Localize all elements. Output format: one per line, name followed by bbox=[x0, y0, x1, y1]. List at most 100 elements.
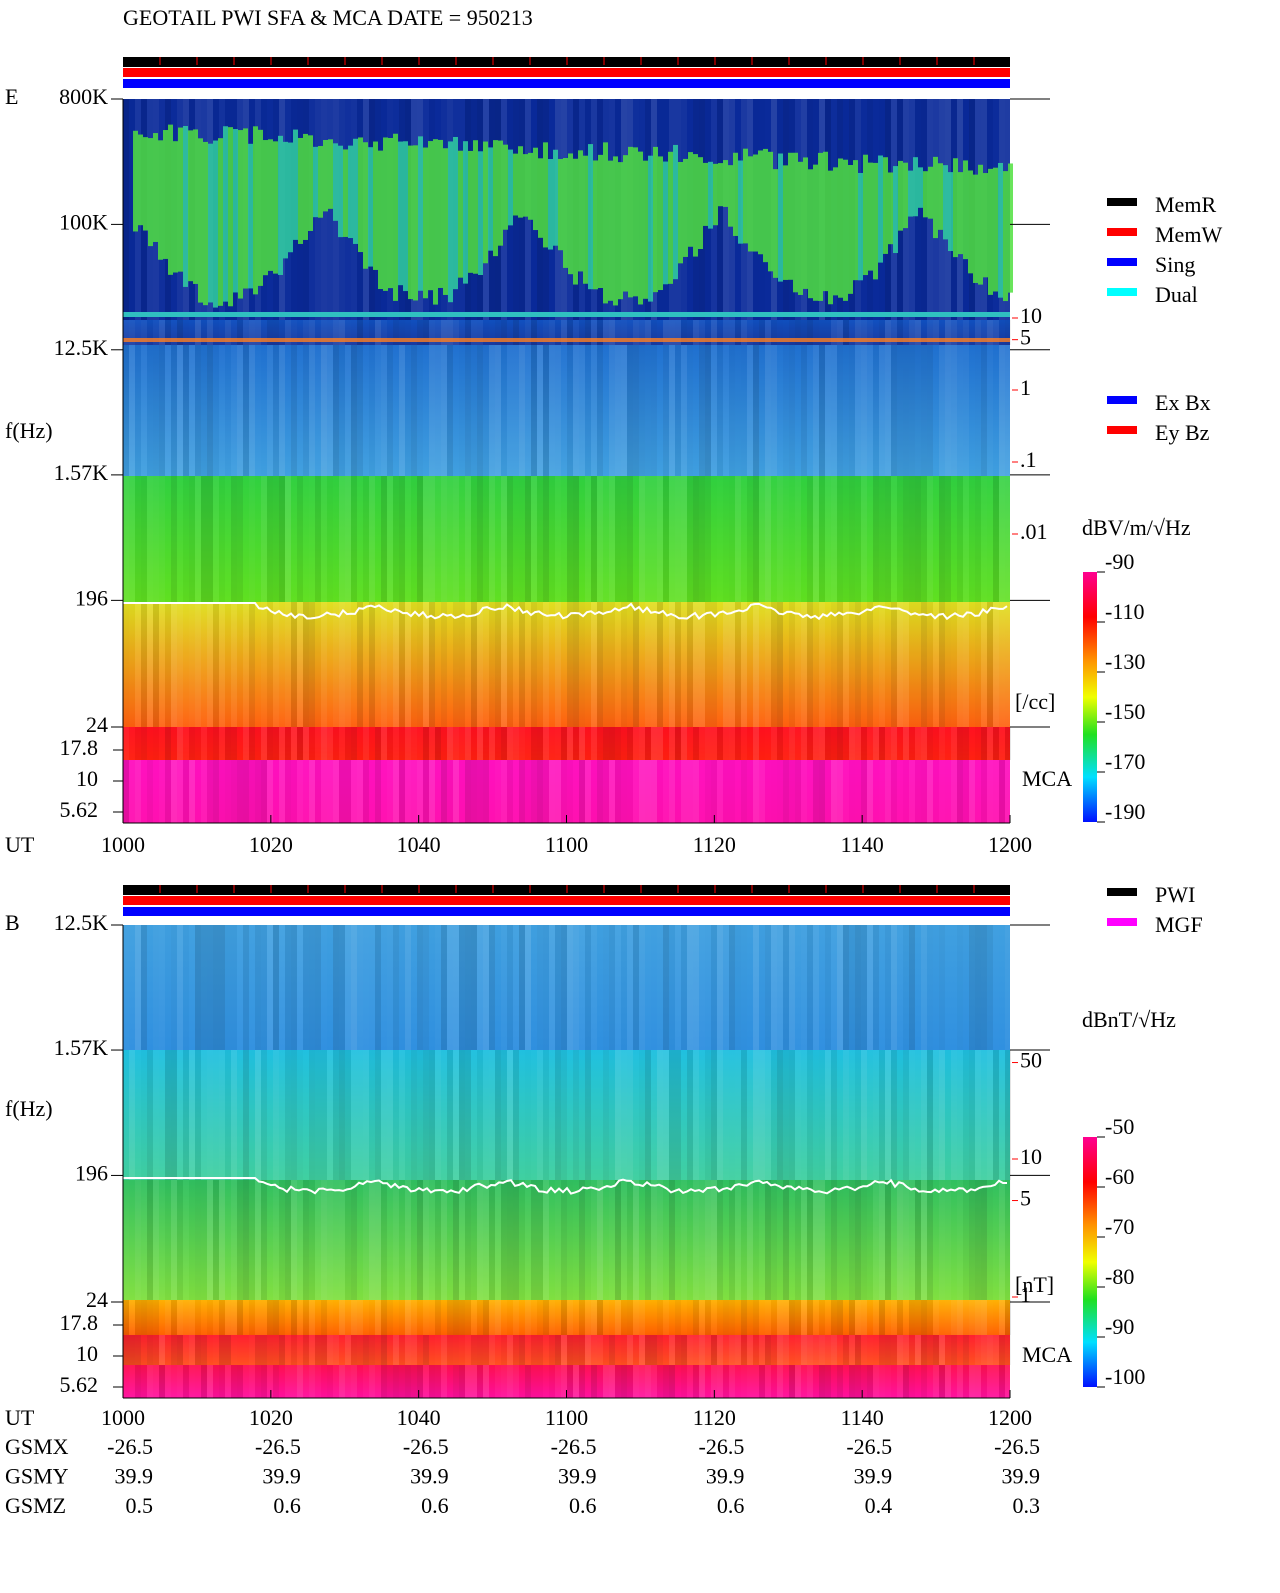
spectrogram-texture bbox=[633, 760, 639, 823]
spectrogram-texture bbox=[639, 1180, 645, 1300]
spectrogram-texture bbox=[237, 1050, 243, 1180]
spectrogram-texture bbox=[435, 1050, 441, 1180]
emission bbox=[173, 141, 178, 273]
spectrogram-texture bbox=[717, 99, 723, 320]
spectrogram-texture bbox=[627, 1050, 633, 1180]
spectrogram-texture bbox=[693, 345, 699, 476]
spectrogram-texture bbox=[177, 727, 183, 760]
spectrogram-texture bbox=[495, 345, 501, 476]
x-tick-label: 1020 bbox=[249, 1405, 293, 1430]
spectrogram-texture bbox=[213, 1335, 219, 1365]
spectrogram-texture bbox=[579, 1180, 585, 1300]
spectrogram-texture bbox=[621, 1335, 627, 1365]
spectrogram-texture bbox=[891, 1335, 897, 1365]
spectrogram-texture bbox=[765, 1050, 771, 1180]
spectrogram-texture bbox=[975, 925, 981, 1050]
spectrogram-texture bbox=[861, 925, 867, 1050]
spectrogram-texture bbox=[771, 1050, 777, 1180]
spectrogram-texture bbox=[813, 760, 819, 823]
spectrogram-texture bbox=[153, 925, 159, 1050]
spectrogram-texture bbox=[663, 345, 669, 476]
emission bbox=[753, 154, 758, 252]
spectrogram-texture bbox=[681, 320, 687, 345]
spectrogram-texture bbox=[495, 925, 501, 1050]
spectrogram-texture bbox=[195, 727, 201, 760]
spectrogram-texture bbox=[477, 476, 483, 602]
emission bbox=[558, 158, 563, 251]
emission bbox=[778, 153, 783, 282]
spectrogram-texture bbox=[141, 1300, 147, 1335]
spectrogram-texture bbox=[705, 1050, 711, 1180]
spectrogram-texture bbox=[405, 1180, 411, 1300]
spectrogram-texture bbox=[591, 320, 597, 345]
spectrogram-texture bbox=[729, 727, 735, 760]
spectrogram-texture bbox=[195, 320, 201, 345]
spectrogram-texture bbox=[567, 925, 573, 1050]
spectrogram-texture bbox=[561, 1335, 567, 1365]
mca-tick-label: 5.62 bbox=[60, 797, 99, 822]
spectrogram-texture bbox=[831, 760, 837, 823]
spectrogram-texture bbox=[969, 1365, 975, 1398]
spectrogram-texture bbox=[123, 1365, 129, 1398]
spectrogram-texture bbox=[699, 320, 705, 345]
spectrogram-texture bbox=[981, 1180, 987, 1300]
x-tick-label: 1040 bbox=[397, 1405, 441, 1430]
y-axis-label: f(Hz) bbox=[5, 418, 53, 443]
spectrogram-texture bbox=[369, 727, 375, 760]
emission bbox=[853, 160, 858, 281]
spectrogram-texture bbox=[585, 1300, 591, 1335]
spectrogram-texture bbox=[711, 727, 717, 760]
spectrogram-texture bbox=[207, 1365, 213, 1398]
spectrogram-texture bbox=[513, 602, 519, 727]
emission bbox=[193, 129, 198, 284]
spectrogram-texture bbox=[135, 727, 141, 760]
spectrogram-texture bbox=[471, 602, 477, 727]
spectrogram-texture bbox=[897, 476, 903, 602]
spectrogram-texture bbox=[483, 1300, 489, 1335]
spectrogram-texture bbox=[303, 345, 309, 476]
spectrogram-texture bbox=[471, 1335, 477, 1365]
spectrogram-texture bbox=[327, 320, 333, 345]
spectrogram-texture bbox=[231, 1365, 237, 1398]
spectrogram-texture bbox=[711, 1335, 717, 1365]
emission bbox=[603, 142, 608, 304]
spectrogram-texture bbox=[387, 1365, 393, 1398]
spectrogram-texture bbox=[813, 1050, 819, 1180]
spectrogram-texture bbox=[465, 760, 471, 823]
spectrogram-texture bbox=[255, 320, 261, 345]
spectrogram-texture bbox=[435, 1365, 441, 1398]
spectrogram-texture bbox=[927, 925, 933, 1050]
spectrogram-texture bbox=[699, 925, 705, 1050]
emission-line bbox=[123, 312, 1010, 317]
spectrogram-texture bbox=[417, 1050, 423, 1180]
spectrogram-texture bbox=[153, 602, 159, 727]
spectrogram-texture bbox=[267, 476, 273, 602]
spectrogram-texture bbox=[327, 476, 333, 602]
spectrogram-texture bbox=[207, 345, 213, 476]
spectrogram-texture bbox=[291, 345, 297, 476]
spectrogram-texture bbox=[297, 1180, 303, 1300]
spectrogram-texture bbox=[315, 602, 321, 727]
spectrogram-texture bbox=[429, 727, 435, 760]
spectrogram-texture bbox=[903, 1335, 909, 1365]
spectrogram-texture bbox=[849, 1365, 855, 1398]
spectrogram-texture bbox=[735, 1365, 741, 1398]
spectrogram-texture bbox=[357, 476, 363, 602]
spectrogram-texture bbox=[531, 602, 537, 727]
spectrogram-texture bbox=[861, 760, 867, 823]
spectrogram-texture bbox=[537, 1300, 543, 1335]
spectrogram-texture bbox=[795, 345, 801, 476]
spectrogram-texture bbox=[453, 1365, 459, 1398]
spectrogram-texture bbox=[933, 925, 939, 1050]
spectrogram-texture bbox=[735, 760, 741, 823]
spectrogram-texture bbox=[261, 1335, 267, 1365]
spectrogram-texture bbox=[927, 1050, 933, 1180]
spectrogram-texture bbox=[309, 760, 315, 823]
spectrogram-texture bbox=[693, 1365, 699, 1398]
spectrogram-texture bbox=[417, 1300, 423, 1335]
spectrogram-texture bbox=[777, 602, 783, 727]
emission bbox=[163, 130, 168, 259]
spectrogram-texture bbox=[135, 602, 141, 727]
spectrogram-texture bbox=[543, 1180, 549, 1300]
spectrogram-texture bbox=[501, 602, 507, 727]
